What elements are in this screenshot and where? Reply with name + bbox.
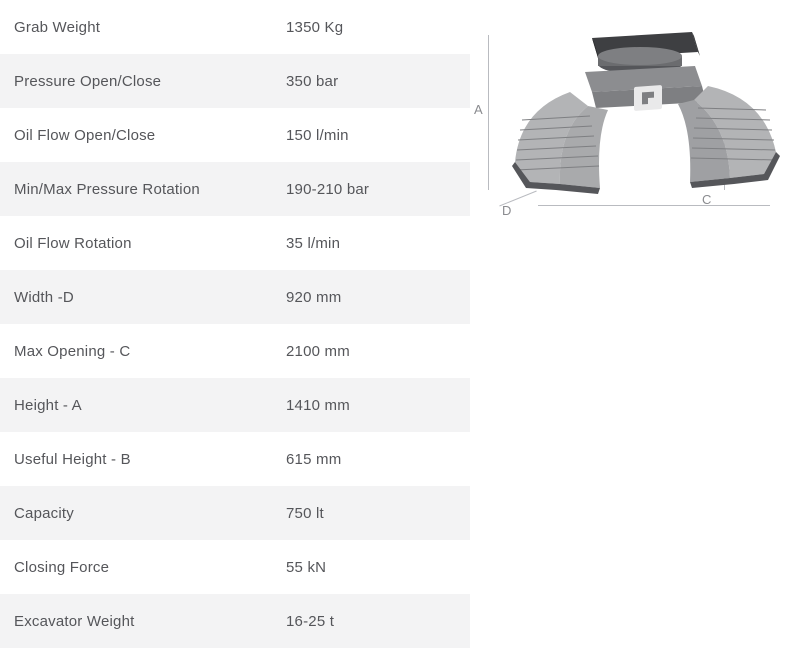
spec-label: Width -D [0, 270, 280, 324]
spec-label: Excavator Weight [0, 594, 280, 648]
spec-label: Useful Height - B [0, 432, 280, 486]
spec-value: 350 bar [280, 54, 470, 108]
spec-row: Excavator Weight16-25 t [0, 594, 470, 648]
spec-value: 150 l/min [280, 108, 470, 162]
spec-label: Oil Flow Rotation [0, 216, 280, 270]
spec-row: Height - A1410 mm [0, 378, 470, 432]
spec-row: Oil Flow Open/Close150 l/min [0, 108, 470, 162]
spec-label: Capacity [0, 486, 280, 540]
grapple-icon [490, 30, 790, 220]
spec-value: 920 mm [280, 270, 470, 324]
spec-row: Max Opening - C2100 mm [0, 324, 470, 378]
spec-row: Oil Flow Rotation35 l/min [0, 216, 470, 270]
spec-label: Grab Weight [0, 0, 280, 54]
spec-value: 55 kN [280, 540, 470, 594]
spec-label: Min/Max Pressure Rotation [0, 162, 280, 216]
spec-value: 615 mm [280, 432, 470, 486]
spec-value: 750 lt [280, 486, 470, 540]
spec-row: Useful Height - B615 mm [0, 432, 470, 486]
spec-row: Width -D920 mm [0, 270, 470, 324]
spec-value: 2100 mm [280, 324, 470, 378]
spec-value: 1410 mm [280, 378, 470, 432]
spec-label: Closing Force [0, 540, 280, 594]
spec-value: 35 l/min [280, 216, 470, 270]
spec-label: Max Opening - C [0, 324, 280, 378]
spec-row: Grab Weight1350 Kg [0, 0, 470, 54]
spec-label: Height - A [0, 378, 280, 432]
spec-value: 16-25 t [280, 594, 470, 648]
dim-label-a: A [474, 102, 483, 117]
spec-row: Min/Max Pressure Rotation190-210 bar [0, 162, 470, 216]
spec-table: Grab Weight1350 KgPressure Open/Close350… [0, 0, 470, 648]
product-diagram: A B C D [470, 30, 790, 230]
spec-label: Oil Flow Open/Close [0, 108, 280, 162]
spec-value: 1350 Kg [280, 0, 470, 54]
spec-row: Capacity750 lt [0, 486, 470, 540]
dim-line-a [488, 35, 489, 190]
spec-row: Pressure Open/Close350 bar [0, 54, 470, 108]
spec-label: Pressure Open/Close [0, 54, 280, 108]
spec-row: Closing Force55 kN [0, 540, 470, 594]
spec-value: 190-210 bar [280, 162, 470, 216]
